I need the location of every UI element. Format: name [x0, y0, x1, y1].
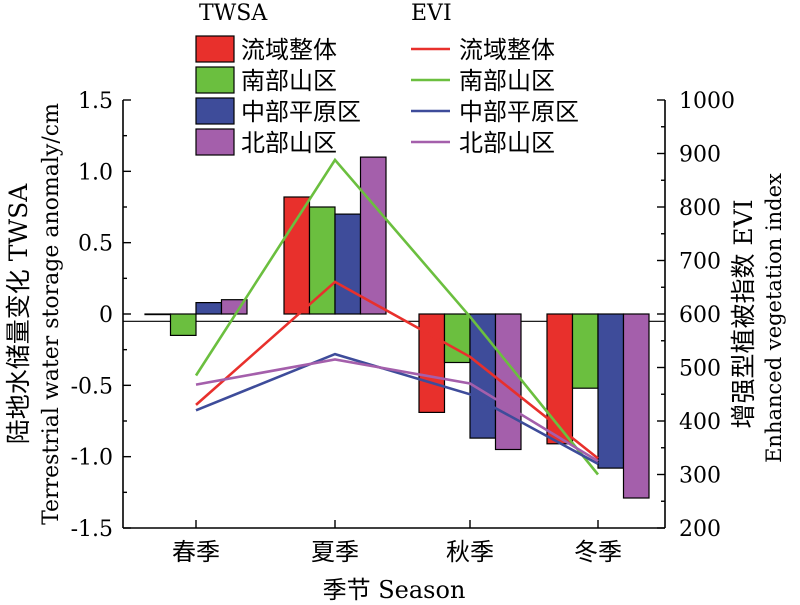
left-tick-label: 0.5 — [78, 232, 113, 257]
bar-4-2 — [571, 313, 599, 389]
x-category-label: 秋季 — [446, 538, 494, 566]
bar-2-3 — [334, 213, 362, 315]
right-tick-label: 600 — [679, 303, 721, 328]
line-legend-label: 中部平原区 — [459, 98, 579, 126]
left-tick-label: -1.0 — [71, 446, 113, 471]
right-tick-label: 500 — [679, 357, 721, 382]
right-tick-label: 300 — [679, 464, 721, 489]
evi-line-3 — [195, 352, 599, 465]
x-axis-ticks: 春季 夏季 秋季 冬季 — [172, 520, 622, 566]
right-axis-title-cn: 增强型植被指数 EVI — [729, 199, 758, 428]
bar-2-2 — [308, 206, 336, 315]
bar-legend-label: 南部山区 — [241, 67, 337, 95]
right-axis-title-en: Enhanced vegetation index — [762, 173, 786, 463]
line-legend-label: 北部山区 — [459, 129, 555, 157]
left-tick-label: 0 — [99, 303, 113, 328]
line-legend-label: 流域整体 — [459, 36, 555, 64]
line-group — [194, 157, 600, 476]
bar-2-4 — [359, 156, 387, 315]
left-axis-ticks: -1.5 -1.0 -0.5 0 0.5 1.0 1.5 — [71, 89, 131, 542]
bar-1-2 — [169, 313, 197, 336]
bar-legend-swatch — [195, 97, 235, 125]
line-legend-title: EVI — [411, 1, 452, 26]
left-tick-label: 1.5 — [78, 89, 113, 114]
left-tick-label: 1.0 — [78, 160, 113, 185]
left-axis-title-en: Terrestrial water storage anomaly/cm — [39, 103, 64, 525]
bar-legend-label: 中部平原区 — [241, 98, 361, 126]
bar-4-1 — [546, 313, 574, 445]
evi-line-2 — [194, 157, 600, 476]
bar-legend-swatch — [195, 66, 235, 94]
bar-2-1 — [283, 196, 311, 315]
bar-legend-label: 流域整体 — [241, 36, 337, 64]
bar-legend-title: TWSA — [199, 1, 268, 26]
x-category-label: 夏季 — [311, 538, 359, 566]
bar-4-3 — [597, 313, 625, 469]
right-tick-label: 200 — [679, 517, 721, 542]
bar-4-4 — [622, 313, 650, 499]
right-tick-label: 800 — [679, 196, 721, 221]
right-axis-ticks: 200 300 400 500 600 700 800 900 1000 — [657, 89, 735, 542]
x-category-label: 春季 — [172, 538, 220, 566]
bar-1-3 — [195, 302, 223, 315]
right-tick-label: 1000 — [679, 89, 735, 114]
bar-legend-swatch — [195, 128, 235, 156]
bar-legend-swatch — [195, 35, 235, 63]
right-tick-label: 900 — [679, 143, 721, 168]
right-tick-label: 400 — [679, 410, 721, 435]
evi-line-4 — [195, 358, 599, 463]
x-category-label: 冬季 — [574, 538, 622, 566]
evi-line-1 — [195, 280, 599, 460]
bar-1-1 — [144, 313, 172, 316]
bar-3-4 — [494, 313, 522, 451]
line-legend-label: 南部山区 — [459, 67, 555, 95]
right-tick-label: 700 — [679, 250, 721, 275]
left-tick-label: -1.5 — [71, 517, 113, 542]
bar-legend-label: 北部山区 — [241, 129, 337, 157]
x-axis-title: 季节 Season — [323, 576, 466, 604]
left-axis-title-cn: 陆地水储量变化 TWSA — [4, 183, 33, 444]
left-tick-label: -0.5 — [71, 374, 113, 399]
bar-3-1 — [418, 313, 446, 414]
